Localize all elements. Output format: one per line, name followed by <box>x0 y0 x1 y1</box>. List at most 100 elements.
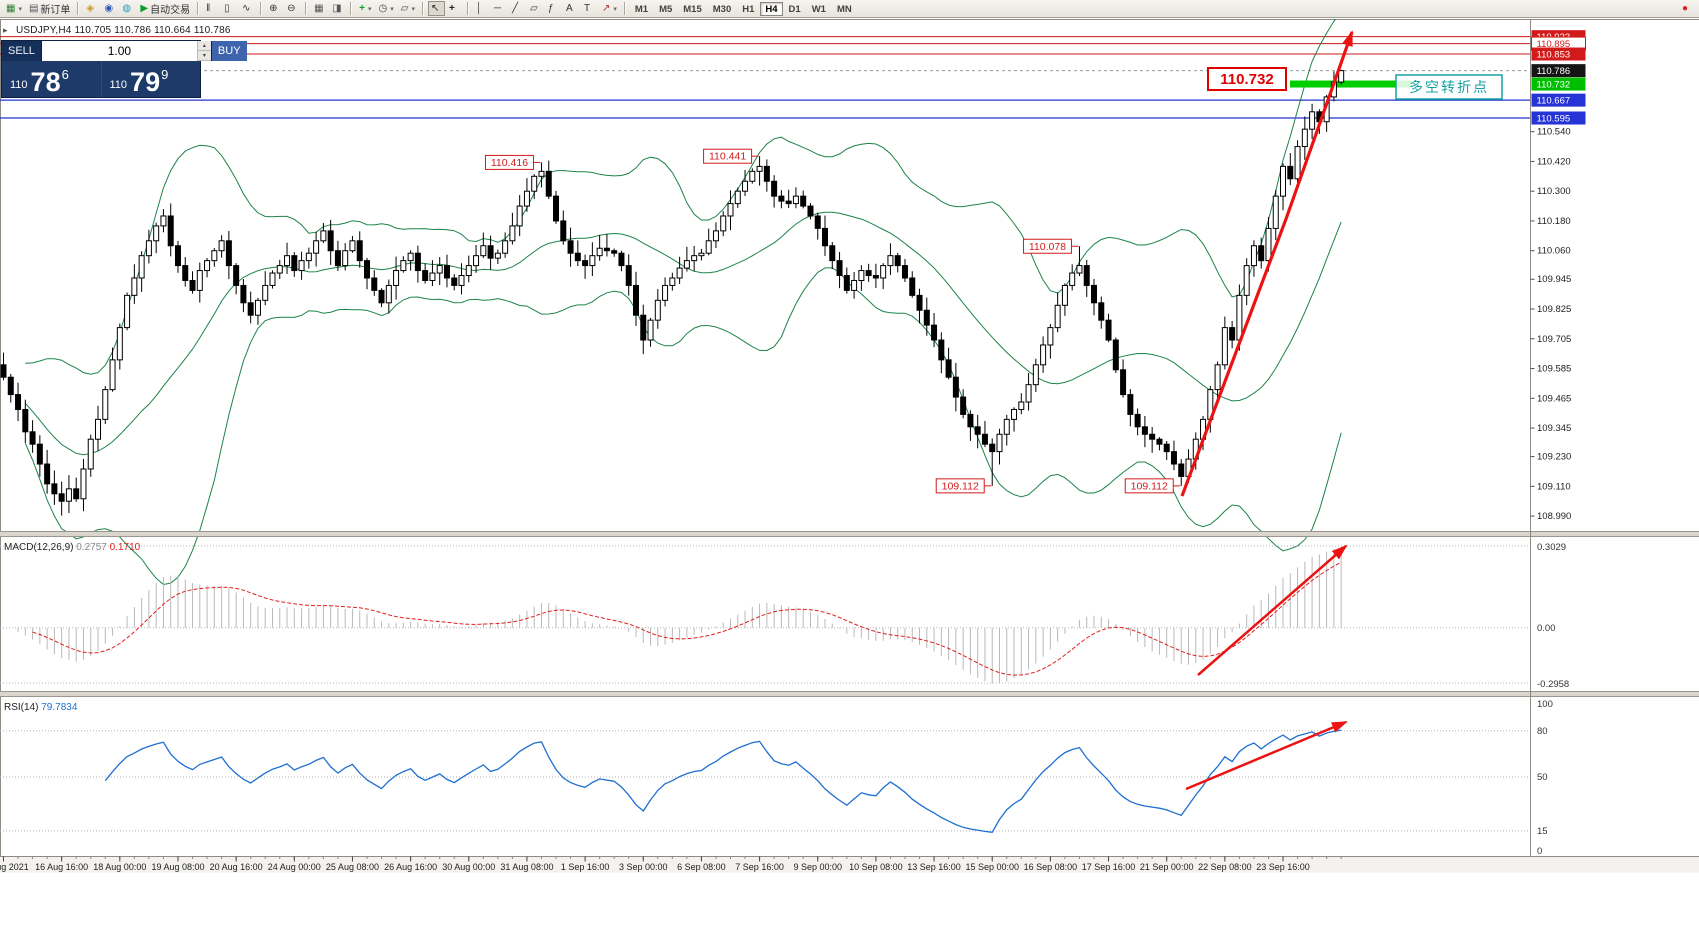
price-annotation-box[interactable] <box>1022 238 1072 254</box>
time-tick-label: 16 Sep 08:00 <box>1024 862 1078 872</box>
price-tick: 109.945 <box>1537 274 1571 285</box>
candlestick-chart-button[interactable]: ▯ <box>221 1 238 16</box>
trendline-icon: ╱ <box>511 2 518 14</box>
vertical-line-icon: │ <box>475 2 483 14</box>
macd-scale-max: 0.3029 <box>1537 542 1566 553</box>
price-annotation-box[interactable] <box>1124 478 1174 494</box>
macd-trend-arrow[interactable] <box>1197 544 1348 676</box>
fibonacci-icon: ƒ <box>547 2 554 14</box>
price-annotation-text: 109.112 <box>942 480 979 492</box>
sell-price[interactable]: 110 78 6 <box>2 61 101 97</box>
price-annotation-box[interactable] <box>935 478 985 494</box>
price-marker-value: 110.853 <box>1537 50 1571 61</box>
text-label-button[interactable]: T <box>581 1 598 16</box>
pivot-price-box[interactable] <box>1207 67 1287 91</box>
volume-up-button[interactable]: ▴ <box>197 41 211 51</box>
collapse-panel-icon[interactable]: ▸ <box>3 25 8 35</box>
price-tick: 109.230 <box>1537 452 1571 463</box>
bar-chart-button[interactable]: ‖ <box>203 1 220 16</box>
new-order-button[interactable]: ▤ 新订单 <box>26 1 73 16</box>
trend-arrows[interactable] <box>1180 30 1354 791</box>
timeframe-m30-button[interactable]: M30 <box>708 2 736 16</box>
timeframe-m5-button[interactable]: M5 <box>654 2 677 16</box>
buy-price[interactable]: 110 79 9 <box>100 61 201 97</box>
chevron-down-icon: ▾ <box>18 5 22 13</box>
main-trend-arrow[interactable] <box>1180 30 1354 497</box>
time-tick-label: 20 Aug 16:00 <box>210 862 263 872</box>
rsi-trend-arrow[interactable] <box>1185 720 1348 791</box>
autotrading-button[interactable]: ▶ 自动交易 <box>137 1 193 16</box>
trade-panel-prices: 110 78 6 110 79 9 <box>2 61 200 97</box>
chevron-down-icon: ▾ <box>411 5 415 13</box>
price-annotation-text: 110.441 <box>709 151 746 163</box>
arrows-tool-button[interactable]: ↗ ▾ <box>599 1 620 16</box>
timeframe-m15-button[interactable]: M15 <box>678 2 706 16</box>
price-tick: 108.990 <box>1537 511 1571 522</box>
cursor-button[interactable]: ↖ <box>427 1 445 16</box>
time-tick-label: 24 Aug 00:00 <box>268 862 321 872</box>
price-tick: 109.825 <box>1537 304 1571 315</box>
time-tick-label: 3 Sep 00:00 <box>619 862 668 872</box>
time-tick-label: 26 Aug 16:00 <box>384 862 437 872</box>
timeframe-w1-button[interactable]: W1 <box>807 2 831 16</box>
data-window-button[interactable]: ◍ <box>119 1 136 16</box>
timeframe-mn-button[interactable]: MN <box>832 2 857 16</box>
timeframe-d1-button[interactable]: D1 <box>784 2 806 16</box>
vertical-line-button[interactable]: │ <box>473 1 490 16</box>
data-window-icon: ◍ <box>122 2 132 14</box>
text-button[interactable]: A <box>563 1 580 16</box>
horizontal-line-button[interactable]: ─ <box>491 1 508 16</box>
zoom-in-button[interactable]: ⊕ <box>266 1 283 16</box>
notification-button[interactable]: ● <box>1679 1 1696 16</box>
chevron-up-icon: ▴ <box>202 42 206 49</box>
zoom-out-button[interactable]: ⊖ <box>284 1 301 16</box>
indicators-button[interactable]: + ▾ <box>356 1 374 16</box>
macd-scale-zero: 0.00 <box>1537 623 1556 634</box>
new-chart-button[interactable]: ▦ ▾ <box>3 1 25 16</box>
time-tick-label: 13 Sep 16:00 <box>907 862 961 872</box>
line-chart-button[interactable]: ∿ <box>239 1 256 16</box>
rsi-scale-top: 100 <box>1537 699 1553 710</box>
price-marker-blue <box>1531 111 1586 125</box>
buy-button[interactable]: BUY <box>210 41 247 61</box>
horizontal-lines-layer[interactable] <box>0 36 1530 119</box>
timeframe-h1-button[interactable]: H1 <box>737 2 759 16</box>
price-scale[interactable]: 110.540 110.420 110.300 110.180 110.060 109.9… <box>1530 19 1586 872</box>
periods-button[interactable]: ◷ ▾ <box>375 1 396 16</box>
volume-input[interactable] <box>41 41 197 61</box>
equidistant-channel-button[interactable]: ▱ <box>527 1 544 16</box>
metaeditor-button[interactable]: ◈ <box>83 1 100 16</box>
pivot-note-box[interactable] <box>1395 74 1503 100</box>
chart-area[interactable]: MACD(12,26,9) 0.2757 0.1710 0.3029 0.00 -0.… <box>0 19 1699 939</box>
price-annotation-box[interactable] <box>703 148 753 164</box>
sell-button[interactable]: SELL <box>2 41 42 61</box>
rsi-level-label: 50 <box>1537 772 1548 783</box>
panel-separator[interactable] <box>0 691 1699 697</box>
trendline-button[interactable]: ╱ <box>509 1 526 16</box>
annotations-layer[interactable]: 110.416 110.441 110.078 109.112 109.112 110.7… <box>484 67 1503 494</box>
templates-button[interactable]: ▱ ▾ <box>398 1 418 16</box>
pivot-zone-line[interactable] <box>1290 80 1412 88</box>
sell-price-prefix: 110 <box>10 79 28 91</box>
price-tick: 110.420 <box>1537 156 1571 167</box>
sell-price-pip: 6 <box>61 67 69 82</box>
bollinger-bands <box>24 19 1342 586</box>
time-scale[interactable]: 13 Aug 2021 16 Aug 16:00 18 Aug 00:00 19 Au… <box>0 856 1699 873</box>
tile-windows-button[interactable]: ▦ <box>311 1 328 16</box>
new-order-icon: ▤ <box>28 2 39 14</box>
time-tick-label: 16 Aug 16:00 <box>35 862 88 872</box>
volume-down-button[interactable]: ▾ <box>197 51 211 61</box>
price-tick: 109.110 <box>1537 481 1571 492</box>
one-click-trading-panel: SELL ▴ ▾ BUY 110 78 6 110 79 9 <box>2 41 247 97</box>
market-watch-button[interactable]: ◉ <box>101 1 118 16</box>
price-annotation-box[interactable] <box>484 154 534 170</box>
rsi-level-label: 80 <box>1537 726 1548 737</box>
auto-arrange-button[interactable]: ◨ <box>329 1 346 16</box>
timeframe-m1-button[interactable]: M1 <box>630 2 653 16</box>
timeframe-h4-button[interactable]: H4 <box>760 1 783 16</box>
crosshair-button[interactable]: + <box>446 1 463 16</box>
panel-separator[interactable] <box>0 531 1699 537</box>
price-marker-bid <box>1531 64 1586 78</box>
zoom-out-icon: ⊖ <box>287 2 296 14</box>
fibonacci-button[interactable]: ƒ <box>545 1 562 16</box>
